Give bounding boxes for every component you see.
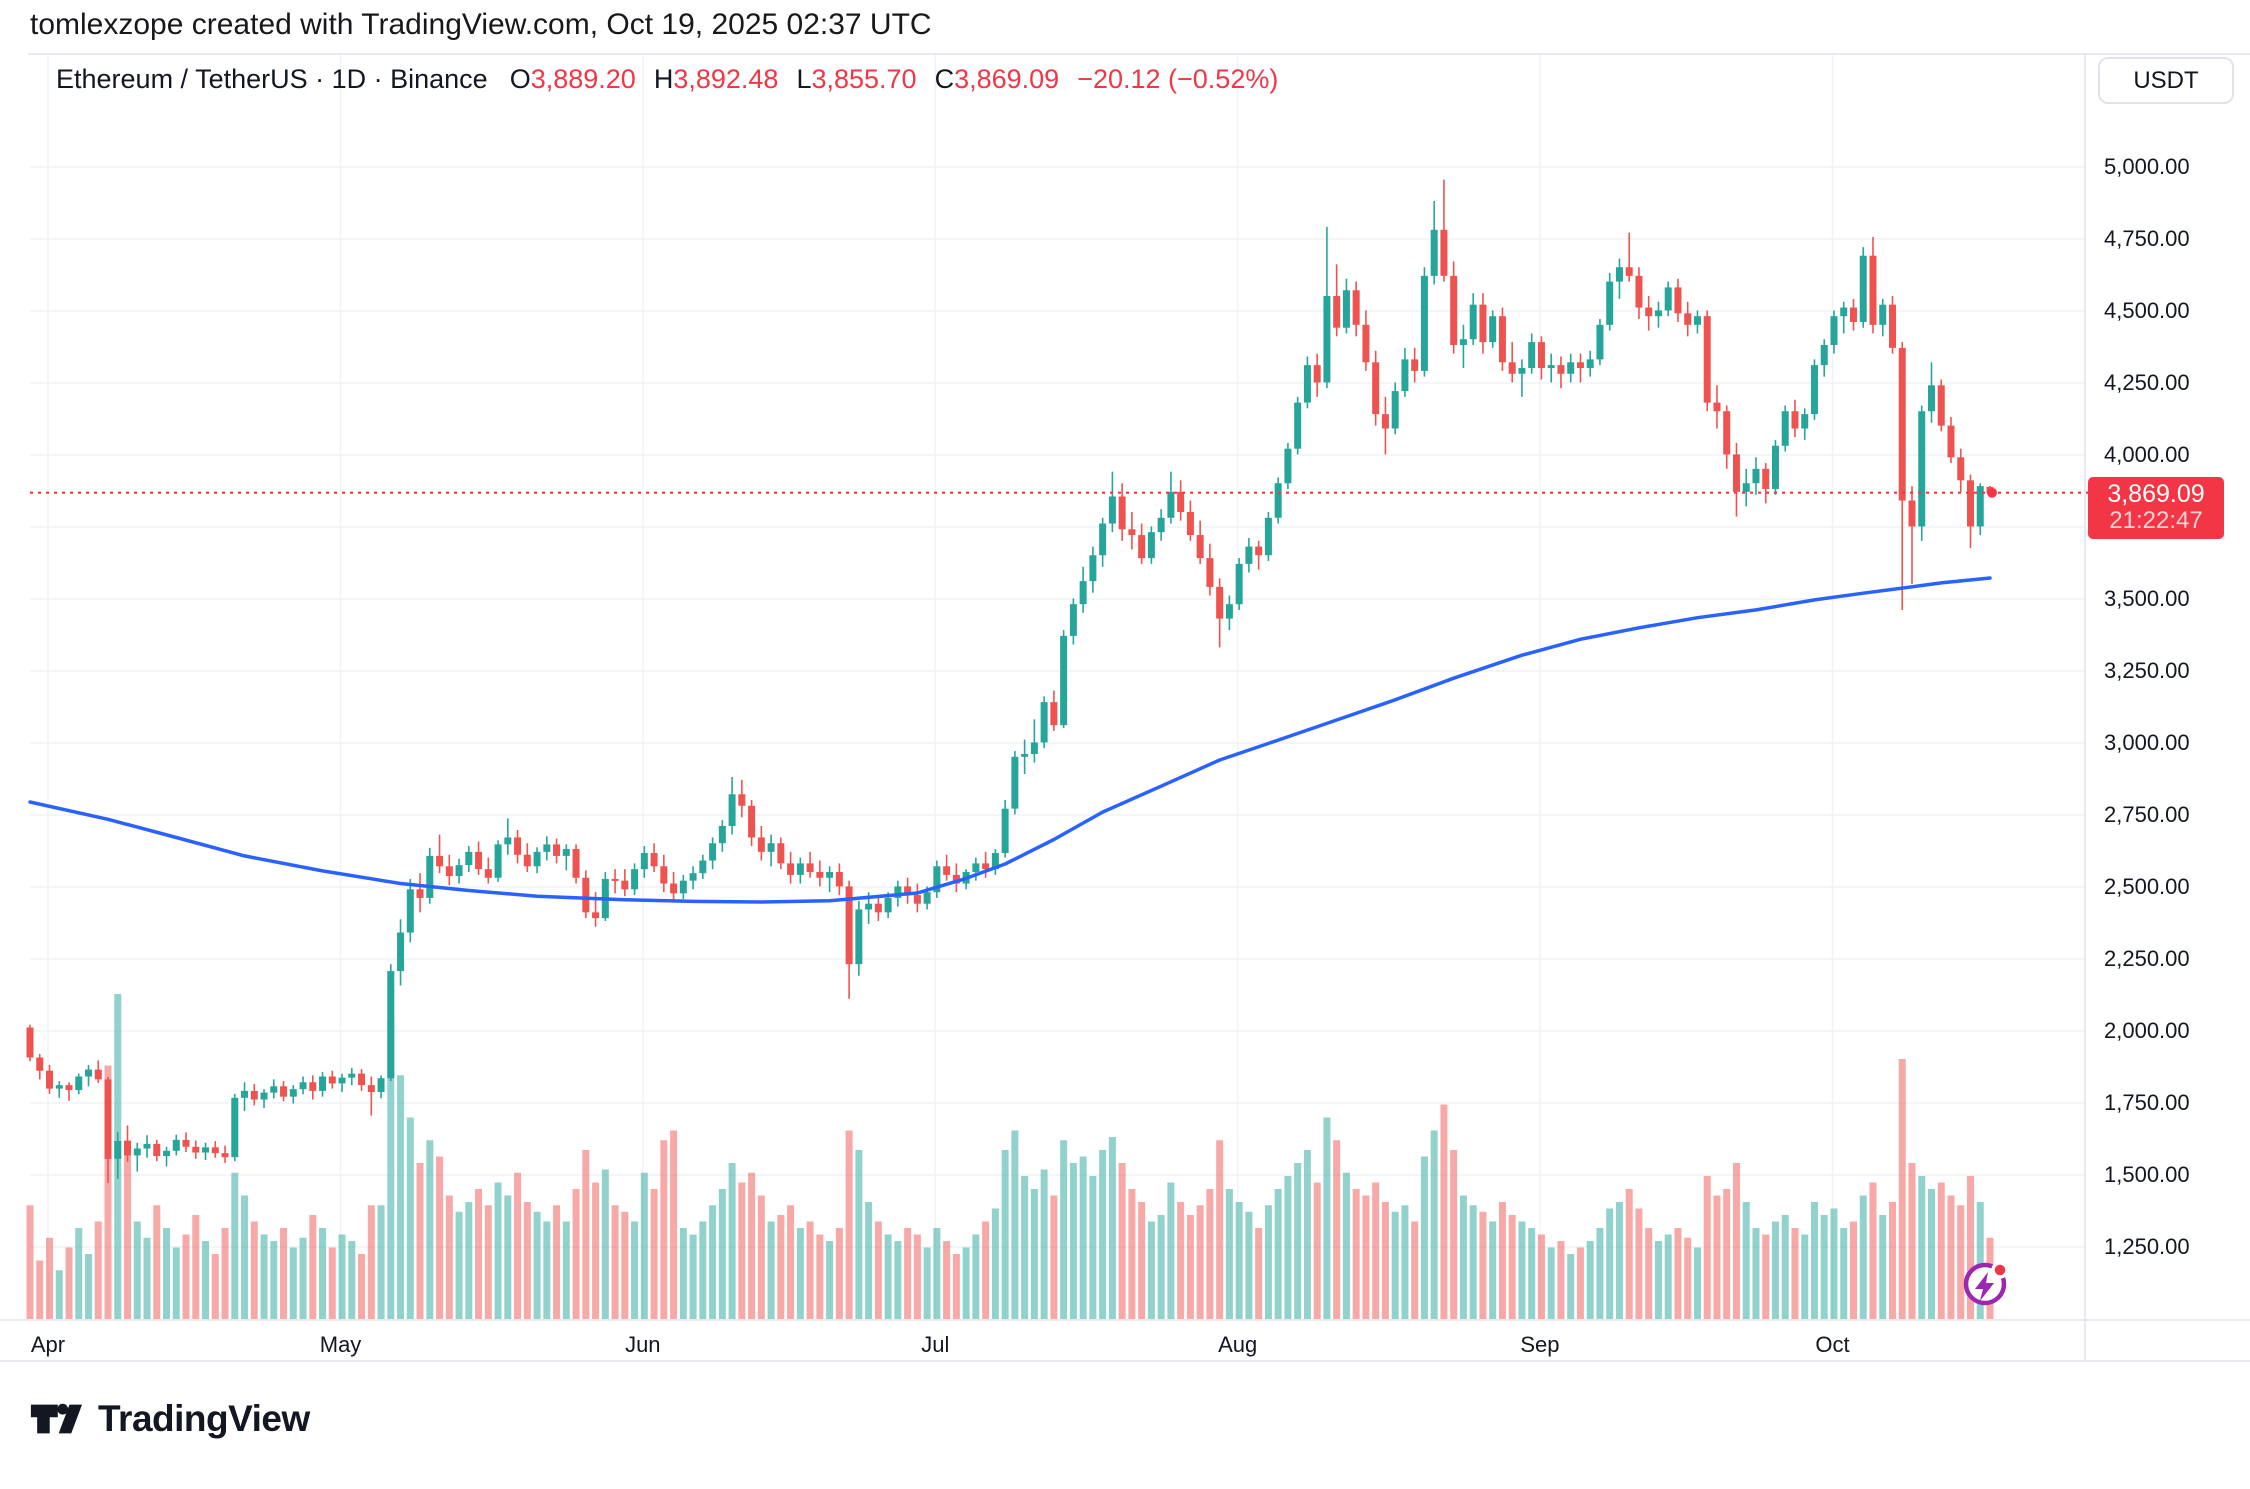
price-axis-label: 4,000.00 [2104,442,2190,467]
time-axis-label: Oct [1815,1332,1850,1357]
currency-toggle-button[interactable]: USDT [2098,57,2234,104]
change-value: −20.12 (−0.52%) [1077,64,1279,94]
high-value: H3,892.48 [653,64,779,94]
price-axis-label: 4,250.00 [2104,370,2190,395]
time-axis-label: Jun [625,1332,661,1357]
open-value: O3,889.20 [509,64,636,94]
price-axis-label: 4,750.00 [2104,226,2190,251]
attribution-text: tomlexzope created with TradingView.com,… [30,8,932,41]
price-axis-label: 1,750.00 [2104,1090,2190,1115]
time-axis-label: May [319,1332,362,1357]
low-value: L3,855.70 [796,64,917,94]
price-axis-label: 2,000.00 [2104,1018,2190,1043]
price-axis-label: 3,500.00 [2104,586,2190,611]
symbol-legend[interactable]: Ethereum / TetherUS · 1D · Binance O3,88… [56,64,1278,95]
last-price-value: 3,869.09 [2107,480,2205,509]
ohlc-values: O3,889.20 H3,892.48 L3,855.70 C3,869.09 [510,64,1059,95]
bar-countdown: 21:22:47 [2109,507,2203,535]
time-axis-label: Apr [30,1332,66,1357]
flash-icon [1963,1261,2009,1306]
brand-name: TradingView [98,1398,310,1439]
price-axis-label: 1,250.00 [2104,1234,2190,1259]
boost-button[interactable] [1962,1259,2010,1307]
close-value: C3,869.09 [934,64,1060,94]
price-axis-label: 1,500.00 [2104,1162,2190,1187]
notification-dot [1991,1261,2009,1279]
time-axis-label: Jul [921,1332,950,1357]
tradingview-logo-icon [30,1403,82,1434]
price-axis-label: 5,000.00 [2104,154,2190,179]
symbol-title[interactable]: Ethereum / TetherUS · 1D · Binance [56,64,488,94]
price-axis-label: 2,750.00 [2104,802,2190,827]
price-axis-label: 3,000.00 [2104,730,2190,755]
price-axis-label: 2,250.00 [2104,946,2190,971]
price-axis-label: 3,250.00 [2104,658,2190,683]
price-axis-label: 2,500.00 [2104,874,2190,899]
last-price-badge: 3,869.09 21:22:47 [2088,476,2224,539]
tradingview-watermark[interactable]: TradingView [30,1398,310,1440]
price-axis-label: 4,500.00 [2104,298,2190,323]
time-axis-label: Sep [1520,1332,1560,1357]
time-axis-label: Aug [1218,1332,1258,1357]
